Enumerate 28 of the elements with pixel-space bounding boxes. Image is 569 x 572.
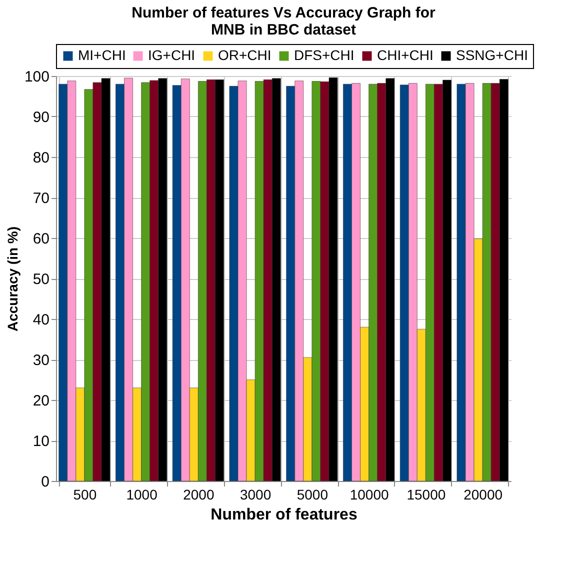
legend-label: IG+CHI <box>148 47 196 63</box>
y-tick-label: 0 <box>41 474 50 490</box>
legend-label: DFS+CHI <box>294 47 354 63</box>
y-tick-label: 70 <box>32 190 50 207</box>
x-tick-label: 5000 <box>296 486 328 502</box>
x-tick-label: 1000 <box>126 486 158 502</box>
x-tick-label: 3000 <box>240 486 272 502</box>
x-axis-title: Number of features <box>210 506 358 524</box>
y-axis-title: Accuracy (in %) <box>4 226 20 332</box>
legend-label: OR+CHI <box>218 47 272 63</box>
y-tick-label: 80 <box>32 150 50 166</box>
chart-title: Number of features Vs Accuracy Graph for MNB in BBC dataset <box>132 4 436 38</box>
legend-label: MI+CHI <box>78 47 126 63</box>
y-tick-label: 20 <box>32 392 50 410</box>
y-tick-label: 100 <box>24 68 50 86</box>
y-tick-label: 90 <box>32 109 50 126</box>
legend-label: SSNG+CHI <box>456 47 528 63</box>
x-tick-label: 10000 <box>350 486 389 502</box>
legend-label: CHI+CHI <box>377 47 434 63</box>
y-tick-label: 50 <box>32 271 50 288</box>
x-tick-label: 500 <box>73 486 97 502</box>
y-tick-label: 10 <box>32 433 50 450</box>
x-tick-label: 2000 <box>183 486 214 502</box>
x-tick-label: 20000 <box>464 486 503 502</box>
y-tick-label: 40 <box>32 312 50 328</box>
x-tick-label: 15000 <box>406 486 446 502</box>
y-tick-label: 30 <box>32 352 50 369</box>
y-tick-label: 60 <box>32 230 50 248</box>
